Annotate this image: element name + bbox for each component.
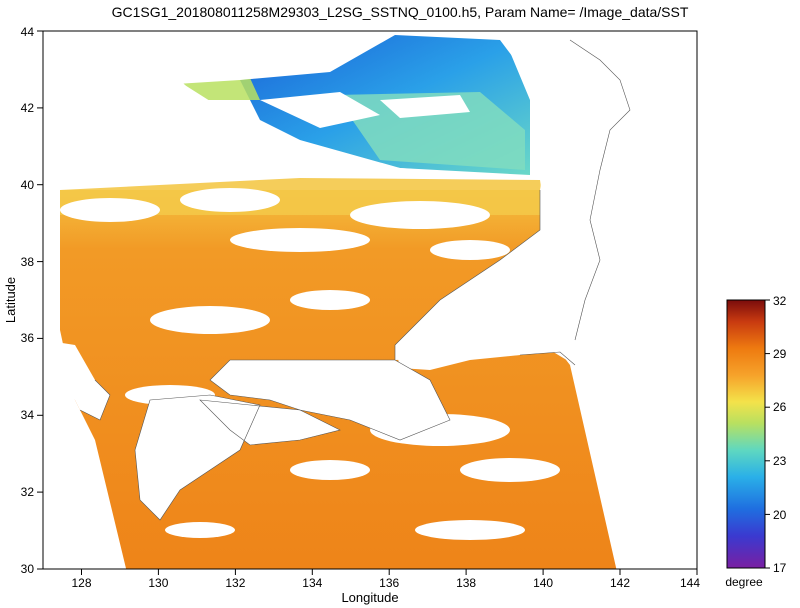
coastlines xyxy=(79,39,631,521)
colorbar-tick-label: 32 xyxy=(773,294,787,308)
colorbar-tick-label: 26 xyxy=(773,400,787,414)
colorbar-tick-label: 20 xyxy=(773,508,787,522)
map-frame xyxy=(42,30,698,570)
y-tick-label: 44 xyxy=(21,25,35,39)
cloud-mask xyxy=(43,31,697,569)
x-tick-label: 132 xyxy=(225,576,245,590)
x-axis-title: Longitude xyxy=(341,590,398,605)
map-title: GC1SG1_201808011258M29303_L2SG_SSTNQ_010… xyxy=(111,4,689,20)
colorbar-tick-label: 29 xyxy=(773,347,787,361)
coastal-green-patch xyxy=(180,78,260,100)
y-axis-title: Latitude xyxy=(3,277,18,323)
x-tick-label: 134 xyxy=(302,576,322,590)
y-tick-label: 30 xyxy=(21,562,35,576)
cool-teal-patch xyxy=(335,92,525,170)
x-tick-label: 130 xyxy=(148,576,168,590)
x-tick-label: 128 xyxy=(71,576,91,590)
x-tick-label: 138 xyxy=(456,576,476,590)
y-tick-label: 40 xyxy=(21,178,35,192)
y-tick-label: 32 xyxy=(21,485,35,499)
y-axis: 30 32 34 36 38 40 42 44 Latitude xyxy=(3,25,43,576)
colorbar-tick-label: 17 xyxy=(773,561,787,575)
y-tick-label: 38 xyxy=(21,255,35,269)
x-tick-label: 136 xyxy=(379,576,399,590)
y-tick-label: 36 xyxy=(21,331,35,345)
y-tick-label: 34 xyxy=(21,408,35,422)
colorbar-tick-label: 23 xyxy=(773,454,787,468)
x-tick-label: 144 xyxy=(680,576,700,590)
colorbar-gradient xyxy=(726,299,766,569)
x-tick-label: 140 xyxy=(533,576,553,590)
x-axis: 128 130 132 134 136 138 140 142 144 Long… xyxy=(71,569,700,605)
x-tick-label: 142 xyxy=(610,576,630,590)
colorbar: 17 20 23 26 29 32 degree xyxy=(725,294,786,589)
sst-swath xyxy=(43,31,697,569)
y-tick-label: 42 xyxy=(21,101,35,115)
colorbar-unit-label: degree xyxy=(725,575,763,589)
